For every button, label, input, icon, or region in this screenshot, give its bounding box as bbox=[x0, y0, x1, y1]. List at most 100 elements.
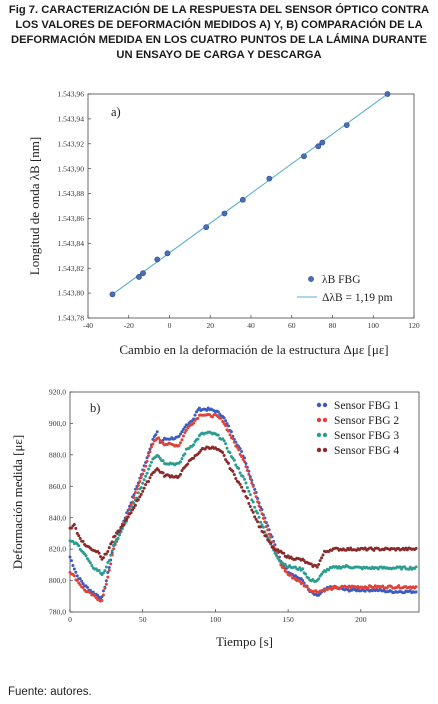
chart-b-data-point bbox=[133, 491, 137, 495]
chart-b-data-point bbox=[106, 550, 110, 554]
chart-a-data-point bbox=[109, 291, 116, 298]
chart-b-data-point bbox=[363, 546, 367, 550]
chart-b-data-point bbox=[224, 458, 228, 462]
chart-b-data-point bbox=[366, 586, 370, 590]
chart-a-data-point bbox=[239, 196, 246, 203]
chart-b-data-point bbox=[211, 415, 215, 419]
chart-b-x-tick-label: 0 bbox=[68, 615, 72, 624]
chart-b-data-point bbox=[104, 552, 108, 556]
chart-b-data-point bbox=[254, 517, 258, 521]
chart-b-y-axis-label: Deformación medida [με] bbox=[10, 435, 25, 569]
chart-b-data-point bbox=[183, 425, 187, 429]
chart-b-data-point bbox=[184, 428, 188, 432]
chart-b-data-point bbox=[257, 504, 261, 508]
chart-b-data-point bbox=[414, 565, 418, 569]
chart-b-data-point bbox=[142, 478, 146, 482]
chart-b-data-point bbox=[155, 430, 159, 434]
chart-a-frame bbox=[87, 93, 415, 319]
chart-b-data-point bbox=[205, 408, 209, 412]
chart-a-x-tick-label: 60 bbox=[288, 321, 296, 330]
chart-b-data-point bbox=[250, 508, 254, 512]
chart-b-data-point bbox=[179, 432, 183, 436]
chart-a-data-point bbox=[384, 91, 391, 97]
chart-b-data-point bbox=[253, 505, 257, 509]
chart-b-legend-marker bbox=[316, 432, 322, 438]
chart-b-x-axis-label: Tiempo [s] bbox=[216, 634, 273, 649]
chart-b-data-point bbox=[322, 589, 326, 593]
chart-b-data-point bbox=[104, 582, 108, 586]
chart-b-data-point bbox=[77, 534, 81, 538]
chart-b-data-point bbox=[227, 429, 231, 433]
chart-b-legend-marker bbox=[316, 417, 322, 423]
chart-b-legend-label: Sensor FBG 1 bbox=[334, 400, 399, 412]
chart-a-data-point bbox=[221, 210, 228, 217]
chart-a-x-tick-label: -40 bbox=[83, 321, 93, 330]
chart-b-data-point bbox=[149, 460, 153, 464]
chart-b-data-point bbox=[224, 419, 228, 423]
chart-a-x-axis-label: Cambio en la deformación de la estructur… bbox=[119, 342, 388, 357]
chart-a-legend-marker-points bbox=[308, 276, 314, 282]
chart-b-data-point bbox=[122, 523, 126, 527]
chart-b-y-tick-label: 780,0 bbox=[49, 608, 66, 617]
chart-b-data-point bbox=[139, 475, 143, 479]
chart-b-data-point bbox=[78, 577, 82, 581]
chart-b-data-point bbox=[247, 502, 251, 506]
chart-b-data-point bbox=[289, 573, 293, 577]
chart-b-data-point bbox=[141, 481, 145, 485]
chart-b-data-point bbox=[330, 587, 334, 591]
chart-b-data-point bbox=[257, 515, 261, 519]
chart-b-data-point bbox=[147, 479, 151, 483]
chart-b-data-point bbox=[238, 471, 242, 475]
chart-b-data-point bbox=[301, 567, 305, 571]
chart-b-y-tick-label: 800,0 bbox=[49, 576, 66, 585]
chart-b-frame bbox=[69, 391, 420, 613]
chart-b-data-point bbox=[72, 523, 76, 527]
chart-b-data-point bbox=[272, 546, 276, 550]
chart-b-data-point bbox=[104, 565, 108, 569]
chart-b-data-point bbox=[151, 442, 155, 446]
chart-b-data-point bbox=[196, 416, 200, 420]
figure-caption: Fig 7. CARACTERIZACIÓN DE LA RESPUESTA D… bbox=[8, 4, 430, 61]
chart-b-data-point bbox=[72, 574, 76, 578]
chart-b-data-point bbox=[298, 566, 302, 570]
chart-b-data-point bbox=[258, 520, 262, 524]
chart-b-data-point bbox=[139, 492, 143, 496]
chart-b-data-point bbox=[241, 474, 245, 478]
chart-b-data-point bbox=[245, 496, 249, 500]
chart-b-data-point bbox=[234, 477, 238, 481]
chart-a-data-point bbox=[154, 256, 161, 263]
chart-a-data-point bbox=[343, 122, 350, 129]
chart-b-data-point bbox=[248, 493, 252, 497]
chart-b-marks bbox=[68, 406, 418, 603]
chart-b-data-point bbox=[414, 546, 418, 550]
chart-b-data-point bbox=[264, 525, 268, 529]
chart-b-data-point bbox=[227, 461, 231, 465]
chart-a-data-point bbox=[301, 153, 307, 160]
chart-b-data-point bbox=[414, 585, 418, 589]
chart-b-data-point bbox=[138, 495, 142, 499]
chart-b-legend-label: Sensor FBG 3 bbox=[334, 430, 399, 442]
chart-b-data-point bbox=[321, 553, 325, 557]
chart-b-data-point bbox=[74, 570, 78, 574]
chart-b-data-point bbox=[78, 536, 82, 540]
chart-b-data-point bbox=[126, 515, 130, 519]
chart-a-data-point bbox=[136, 274, 142, 280]
chart-b-data-point bbox=[142, 486, 146, 490]
chart-b-data-point bbox=[222, 439, 226, 443]
chart-b-data-point bbox=[219, 416, 223, 420]
chart-b-data-point bbox=[148, 464, 152, 468]
chart-b-data-point bbox=[304, 572, 308, 576]
chart-b-data-point bbox=[298, 579, 302, 583]
chart-a-panel-label: a) bbox=[111, 105, 121, 119]
chart-a-y-tick-label: 1.543,80 bbox=[57, 289, 84, 298]
chart-a-x-tick-label: 80 bbox=[329, 321, 337, 330]
chart-b-data-point bbox=[324, 570, 328, 574]
chart-b-data-point bbox=[106, 571, 110, 575]
chart-b-data-point bbox=[264, 534, 268, 538]
chart-b-data-point bbox=[203, 447, 207, 451]
chart-b-data-point bbox=[161, 471, 165, 475]
chart-a-legend-label-line: ΔλB = 1,19 pm bbox=[322, 292, 393, 304]
chart-b-data-point bbox=[197, 406, 201, 410]
chart-b-data-point bbox=[78, 583, 82, 587]
chart-a-x-tick-label: -20 bbox=[124, 321, 134, 330]
